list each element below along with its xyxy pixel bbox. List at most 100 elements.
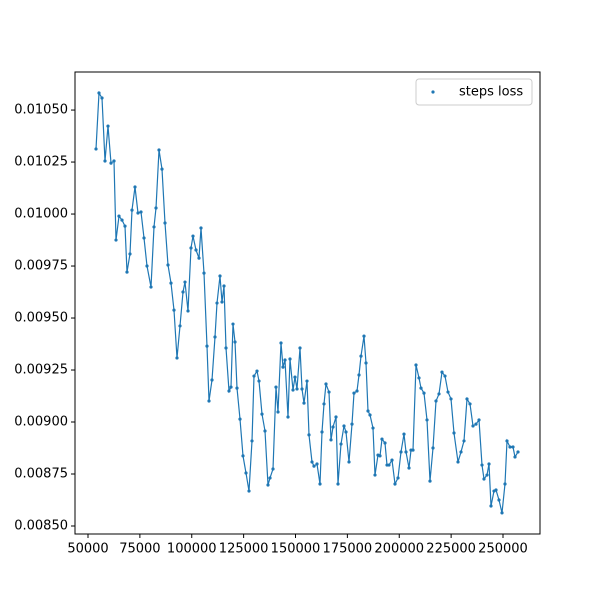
point — [106, 124, 110, 128]
point — [480, 463, 484, 467]
point — [235, 386, 239, 390]
point — [291, 388, 295, 392]
point — [139, 210, 143, 214]
point — [181, 290, 185, 294]
point — [142, 236, 146, 240]
point — [300, 387, 304, 391]
point — [274, 385, 278, 389]
x-tick-label: 75000 — [119, 542, 160, 557]
point — [347, 460, 351, 464]
point — [210, 378, 214, 382]
point — [497, 498, 501, 502]
point — [154, 206, 158, 210]
point — [189, 246, 193, 250]
point — [396, 476, 400, 480]
point — [271, 467, 275, 471]
point — [312, 464, 316, 468]
point — [202, 271, 206, 275]
y-tick-label: 0.00900 — [14, 415, 68, 430]
x-tick-label: 200000 — [374, 542, 424, 557]
point — [109, 161, 113, 165]
point — [440, 370, 444, 374]
point — [357, 373, 361, 377]
point — [133, 185, 137, 189]
point — [446, 390, 450, 394]
point — [434, 399, 438, 403]
point — [175, 356, 179, 360]
point — [166, 263, 170, 267]
point — [178, 324, 182, 328]
point — [298, 346, 302, 350]
point — [414, 363, 418, 367]
point — [344, 430, 348, 434]
y-tick-label: 0.00950 — [14, 311, 68, 326]
point — [136, 211, 140, 215]
point — [229, 385, 233, 389]
point — [468, 402, 472, 406]
point — [281, 365, 285, 369]
point — [474, 422, 478, 426]
point — [359, 354, 363, 358]
point — [465, 397, 469, 401]
point — [350, 422, 354, 426]
point — [255, 369, 259, 373]
y-tick-label: 0.00925 — [14, 363, 68, 378]
point — [197, 256, 201, 260]
point — [318, 482, 322, 486]
point — [485, 473, 489, 477]
point — [218, 274, 222, 278]
point — [373, 473, 377, 477]
point — [207, 399, 211, 403]
point — [293, 375, 297, 379]
legend-label: steps loss — [459, 85, 523, 100]
point — [307, 433, 311, 437]
point — [231, 322, 235, 326]
point — [263, 429, 267, 433]
point — [112, 159, 116, 163]
point — [422, 391, 426, 395]
point — [511, 445, 515, 449]
point — [125, 270, 129, 274]
point — [305, 379, 309, 383]
point — [160, 167, 164, 171]
point — [117, 214, 121, 218]
point — [103, 159, 107, 163]
point — [220, 300, 224, 304]
point — [407, 466, 411, 470]
point — [288, 357, 292, 361]
point — [383, 441, 387, 445]
point — [362, 334, 366, 338]
y-tick-label: 0.00975 — [14, 259, 68, 274]
point — [123, 224, 127, 228]
point — [411, 448, 415, 452]
x-tick-label: 150000 — [271, 542, 321, 557]
point — [503, 482, 507, 486]
point — [260, 412, 264, 416]
point — [428, 479, 432, 483]
point — [227, 389, 231, 393]
point — [152, 225, 156, 229]
point — [342, 424, 346, 428]
point — [390, 458, 394, 462]
x-tick-label: 100000 — [167, 542, 217, 557]
point — [215, 301, 219, 305]
point — [482, 477, 486, 481]
x-tick-label: 50000 — [67, 542, 108, 557]
point — [222, 284, 226, 288]
point — [257, 379, 261, 383]
point — [250, 439, 254, 443]
point — [149, 285, 153, 289]
point — [508, 445, 512, 449]
point — [387, 463, 391, 467]
point — [443, 374, 447, 378]
point — [194, 248, 198, 252]
point — [169, 281, 173, 285]
point — [368, 413, 372, 417]
point — [163, 221, 167, 225]
point — [199, 226, 203, 230]
point — [452, 431, 456, 435]
point — [320, 430, 324, 434]
y-tick-label: 0.01050 — [14, 103, 68, 118]
